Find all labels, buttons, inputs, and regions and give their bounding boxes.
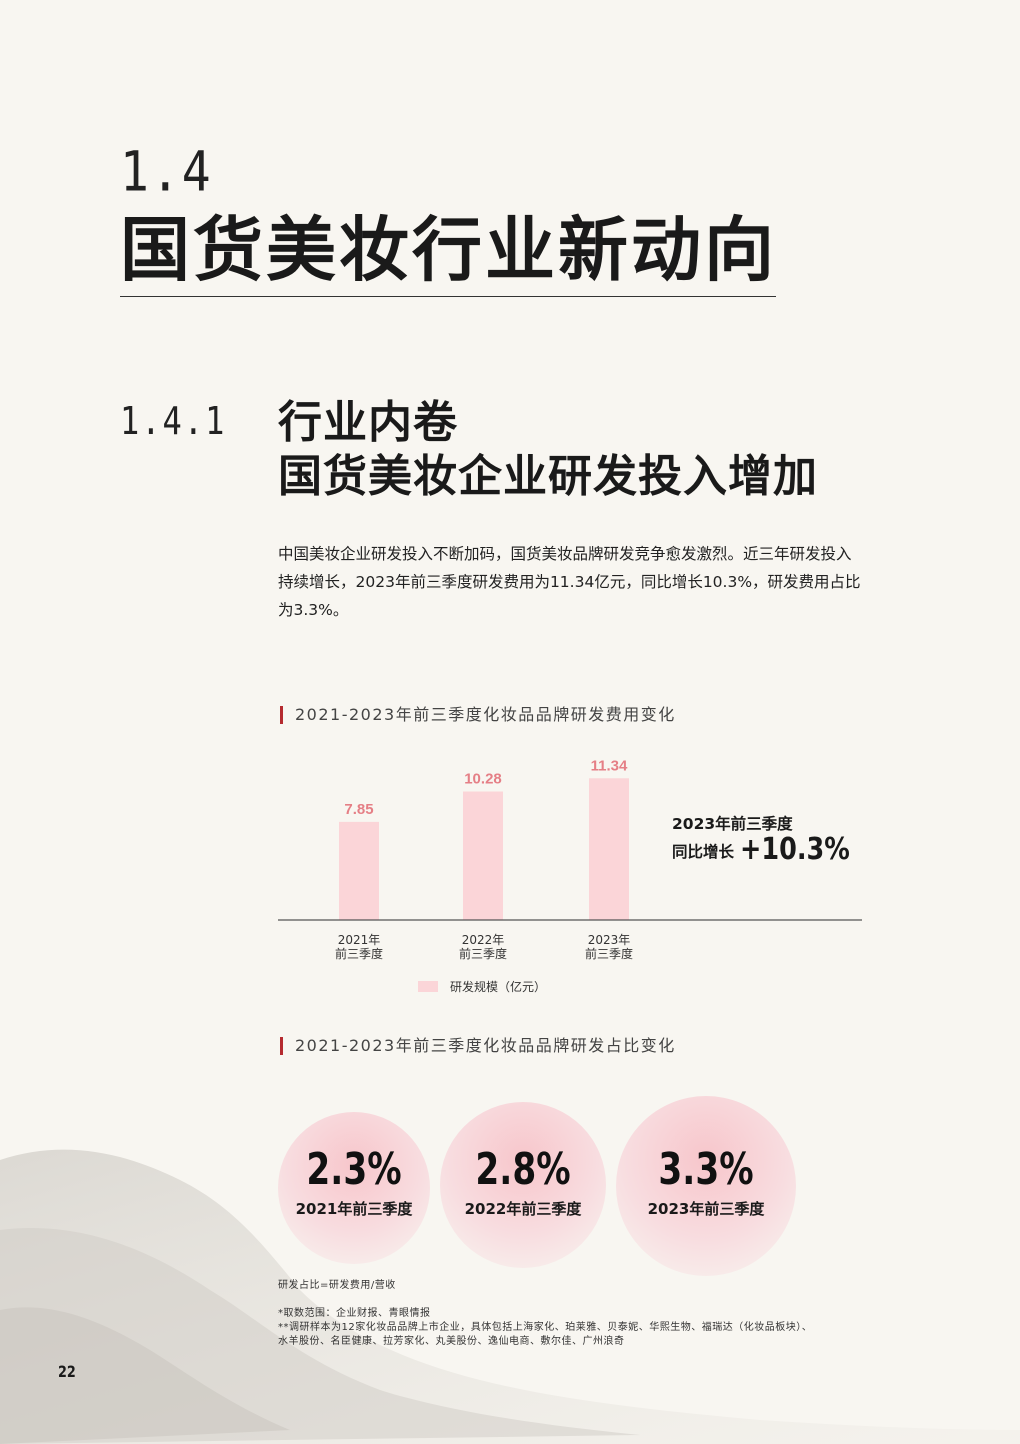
rd-expense-bar-chart: 7.852021年前三季度10.282022年前三季度11.342023年前三季… xyxy=(278,757,862,994)
subsection-heading-line1: 行业内卷 xyxy=(278,397,458,448)
bar-1 xyxy=(463,791,503,920)
ratio-circle-2022: 2.8% 2022年前三季度 xyxy=(440,1102,606,1268)
chart1-title: 2021-2023年前三季度化妆品品牌研发费用变化 xyxy=(280,706,676,724)
bar-data-label-1: 10.28 xyxy=(464,771,502,788)
sample-note-line1: **调研样本为12家化妆品品牌上市企业，具体包括上海家化、珀莱雅、贝泰妮、华熙生… xyxy=(278,1322,813,1333)
source-note: *取数范围：企业财报、青眼情报 xyxy=(278,1308,431,1319)
ratio-circle-2023: 3.3% 2023年前三季度 xyxy=(616,1096,796,1276)
x-tick-label-1: 前三季度 xyxy=(459,946,507,961)
growth-label-line2: 同比增长 xyxy=(672,843,735,861)
ratio-value: 2.3% xyxy=(306,1144,402,1195)
ratio-label: 2023年前三季度 xyxy=(647,1200,765,1218)
body-paragraph: 中国美妆企业研发投入不断加码，国货美妆品牌研发竞争愈发激烈。近三年研发投入持续增… xyxy=(278,545,861,619)
legend-label: 研发规模（亿元） xyxy=(450,979,546,994)
x-tick-label-2: 2023年 xyxy=(588,933,631,947)
growth-label-line1: 2023年前三季度 xyxy=(672,815,793,833)
x-tick-label-0: 前三季度 xyxy=(335,946,383,961)
formula-note: 研发占比=研发费用/营收 xyxy=(278,1280,396,1291)
ratio-value: 2.8% xyxy=(475,1144,571,1195)
bar-2 xyxy=(589,778,629,920)
subsection-heading-line2: 国货美妆企业研发投入增加 xyxy=(278,451,818,502)
x-tick-label-0: 2021年 xyxy=(338,933,381,947)
ratio-label: 2022年前三季度 xyxy=(464,1200,582,1218)
growth-value: +10.3% xyxy=(740,832,850,867)
sample-note-line2: 水羊股份、名臣健康、拉芳家化、丸美股份、逸仙电商、敷尔佳、广州浪奇 xyxy=(278,1336,625,1347)
growth-label: 2023年前三季度 同比增长 xyxy=(672,810,793,866)
page-title: 国货美妆行业新动向 xyxy=(120,208,776,297)
x-tick-label-2: 前三季度 xyxy=(585,946,633,961)
bar-0 xyxy=(339,821,379,920)
subsection-number: 1.4.1 xyxy=(120,398,227,444)
ratio-label: 2021年前三季度 xyxy=(295,1200,413,1218)
x-tick-label-1: 2022年 xyxy=(462,933,505,947)
page-number: 22 xyxy=(58,1362,76,1381)
bar-data-label-2: 11.34 xyxy=(591,757,628,774)
ink-wash-decoration xyxy=(0,1149,1020,1444)
ratio-circle-2021: 2.3% 2021年前三季度 xyxy=(278,1112,430,1264)
section-number: 1.4 xyxy=(120,140,213,205)
bar-data-label-0: 7.85 xyxy=(344,801,373,818)
legend-swatch xyxy=(418,981,438,992)
ratio-value: 3.3% xyxy=(658,1144,754,1195)
chart2-title: 2021-2023年前三季度化妆品品牌研发占比变化 xyxy=(280,1037,676,1055)
